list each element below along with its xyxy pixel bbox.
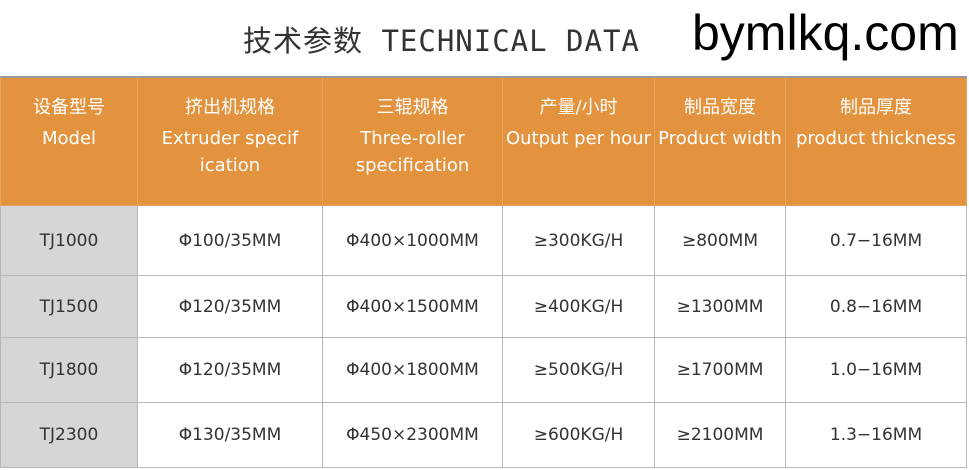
- header-zh: 设备型号: [33, 97, 105, 118]
- table-cell: Φ400×1800MM: [322, 337, 503, 403]
- model-cell: TJ1000: [0, 205, 138, 276]
- header-en: Output per hour: [505, 128, 652, 149]
- table-row: TJ2300 Φ130/35MM Φ450×2300MM ≥600KG/H ≥2100M…: [0, 402, 967, 468]
- table-cell: ≥400KG/H: [502, 275, 655, 338]
- table-cell: Φ450×2300MM: [322, 402, 503, 468]
- table-cell: Φ120/35MM: [137, 337, 323, 403]
- column-header: 三辊规格 Three-roller specification: [322, 76, 503, 206]
- column-header: 挤出机规格 Extruder specif ication: [137, 76, 323, 206]
- column-header: 产量/小时 Output per hour: [502, 76, 655, 206]
- technical-data-table: 设备型号 Model 挤出机规格 Extruder specif ication 三辊规…: [0, 76, 967, 468]
- header-zh: 三辊规格: [376, 97, 449, 118]
- table-cell: 0.8−16MM: [785, 275, 967, 338]
- header-en: Product width: [658, 128, 782, 149]
- table-cell: Φ400×1000MM: [322, 205, 503, 276]
- table-cell: Φ120/35MM: [137, 275, 323, 338]
- table-cell: Φ130/35MM: [137, 402, 323, 468]
- table-cell: ≥1300MM: [654, 275, 786, 338]
- table-cell: 0.7−16MM: [785, 205, 967, 276]
- header-en: Extruder specif ication: [161, 128, 299, 176]
- table-cell: 1.3−16MM: [785, 402, 967, 468]
- header-zh: 挤出机规格: [185, 97, 275, 118]
- watermark: bymlkq.com: [692, 5, 959, 61]
- table-row: TJ1500 Φ120/35MM Φ400×1500MM ≥400KG/H ≥1300M…: [0, 275, 967, 338]
- header-zh: 产量/小时: [539, 97, 618, 118]
- column-header: 制品厚度 product thickness: [785, 76, 967, 206]
- page-title: 技术参数 TECHNICAL DATA: [243, 24, 640, 58]
- model-cell: TJ1800: [0, 337, 138, 403]
- column-header: 制品宽度 Product width: [654, 76, 786, 206]
- model-cell: TJ1500: [0, 275, 138, 338]
- header-en: Model: [41, 128, 97, 149]
- model-cell: TJ2300: [0, 402, 138, 468]
- table-cell: Φ100/35MM: [137, 205, 323, 276]
- table-cell: ≥1700MM: [654, 337, 786, 403]
- column-header: 设备型号 Model: [0, 76, 138, 206]
- table-cell: ≥500KG/H: [502, 337, 655, 403]
- table-cell: ≥300KG/H: [502, 205, 655, 276]
- table-row: TJ1000 Φ100/35MM Φ400×1000MM ≥300KG/H ≥800MM…: [0, 205, 967, 276]
- header-zh: 制品宽度: [684, 97, 756, 118]
- table-cell: ≥2100MM: [654, 402, 786, 468]
- table-row: TJ1800 Φ120/35MM Φ400×1800MM ≥500KG/H ≥1700M…: [0, 337, 967, 403]
- table-cell: Φ400×1500MM: [322, 275, 503, 338]
- header-zh: 制品厚度: [840, 97, 912, 118]
- table-cell: 1.0−16MM: [785, 337, 967, 403]
- header-en: Three-roller specification: [355, 128, 470, 176]
- table-cell: ≥800MM: [654, 205, 786, 276]
- header-en: product thickness: [796, 128, 956, 149]
- header-row: 设备型号 Model 挤出机规格 Extruder specif ication 三辊规…: [0, 76, 967, 206]
- table-cell: ≥600KG/H: [502, 402, 655, 468]
